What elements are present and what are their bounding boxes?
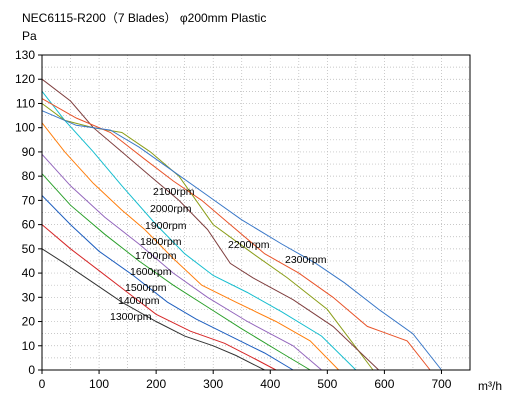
rpm-label-1500rpm: 1500rpm — [125, 282, 167, 294]
x-tick-label: 700 — [431, 377, 451, 391]
y-tick-label: 0 — [28, 363, 35, 377]
y-axis-label: Pa — [22, 29, 37, 43]
x-tick-label: 200 — [146, 377, 166, 391]
rpm-label-2200rpm: 2200rpm — [228, 239, 270, 251]
series-line-1900rpm — [41, 90, 357, 371]
rpm-label-1900rpm: 1900rpm — [145, 220, 187, 232]
series-line-1700rpm — [41, 153, 322, 371]
x-tick-label: 400 — [260, 377, 280, 391]
rpm-label-2100rpm: 2100rpm — [153, 186, 195, 198]
x-tick-label: 100 — [89, 377, 109, 391]
plot-frame — [41, 54, 471, 371]
x-tick-label: 300 — [203, 377, 223, 391]
rpm-label-2300rpm: 2300rpm — [285, 254, 327, 266]
rpm-label-1600rpm: 1600rpm — [130, 266, 172, 278]
y-tick-label: 70 — [22, 193, 36, 207]
x-tick-label: 0 — [39, 377, 46, 391]
y-tick-label: 120 — [15, 72, 35, 86]
y-tick-label: 130 — [15, 48, 35, 62]
y-tick-label: 60 — [22, 218, 36, 232]
rpm-label-2000rpm: 2000rpm — [150, 203, 192, 215]
rpm-label-1300rpm: 1300rpm — [110, 311, 152, 323]
y-tick-label: 30 — [22, 290, 36, 304]
rpm-label-1700rpm: 1700rpm — [135, 250, 177, 262]
y-tick-label: 40 — [22, 266, 36, 280]
rpm-label-1800rpm: 1800rpm — [140, 236, 182, 248]
x-axis-label: m³/h — [478, 379, 502, 393]
series-line-1600rpm — [41, 173, 311, 371]
series-lines — [41, 78, 442, 371]
y-tick-label: 20 — [22, 315, 36, 329]
series-line-2200rpm — [41, 98, 431, 371]
chart-title: NEC6115-R200（7 Blades） φ200mm Plastic — [22, 11, 266, 25]
series-line-1500rpm — [41, 195, 294, 371]
y-tick-label: 10 — [22, 339, 36, 353]
y-tick-label: 90 — [22, 145, 36, 159]
series-line-2000rpm — [41, 103, 374, 371]
series-line-2300rpm — [41, 110, 442, 371]
y-tick-label: 110 — [16, 96, 35, 110]
series-line-1800rpm — [41, 122, 340, 371]
x-tick-label: 500 — [317, 377, 337, 391]
axis-ticks: 0 10 20 30 40 50 60 70 80 90 100 110 120 130 0 100 200 30… — [15, 48, 452, 391]
rpm-label-1400rpm: 1400rpm — [118, 295, 160, 307]
y-tick-label: 100 — [15, 121, 35, 135]
grid — [42, 55, 470, 370]
series-line-1300rpm — [41, 248, 265, 371]
x-tick-label: 600 — [374, 377, 394, 391]
series-line-1400rpm — [41, 224, 277, 371]
y-tick-label: 50 — [22, 242, 36, 256]
y-tick-label: 80 — [22, 169, 36, 183]
